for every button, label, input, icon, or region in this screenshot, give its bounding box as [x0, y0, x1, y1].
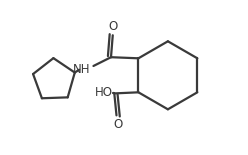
- Text: NH: NH: [73, 63, 90, 76]
- Text: HO: HO: [94, 86, 113, 99]
- Text: O: O: [108, 20, 117, 33]
- Text: O: O: [113, 118, 122, 131]
